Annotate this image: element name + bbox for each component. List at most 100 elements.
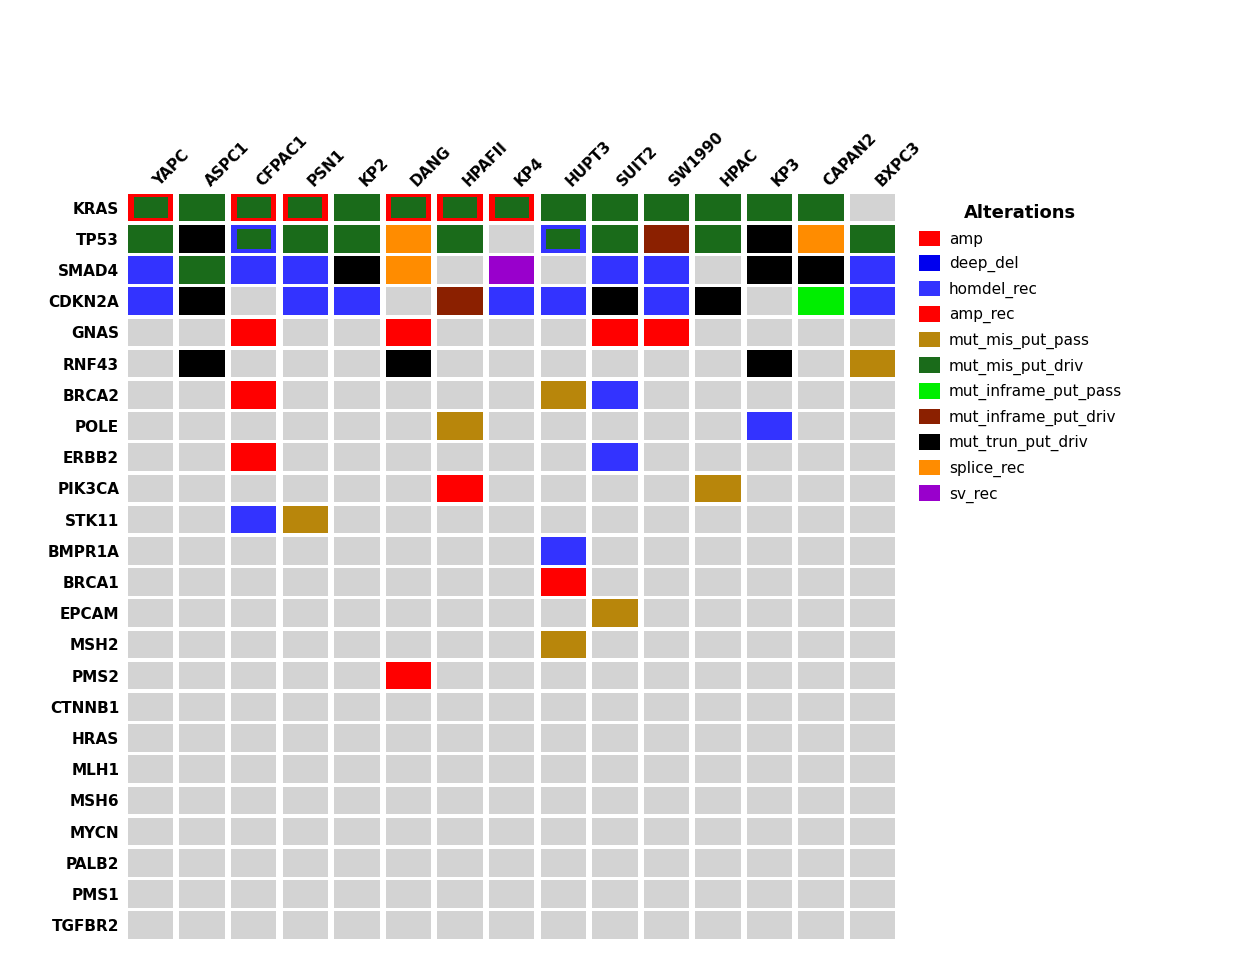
Bar [799,599,844,627]
Bar [489,287,534,315]
Bar [592,225,638,252]
Bar [282,349,328,377]
Bar [746,880,792,908]
Bar [134,198,167,218]
Bar [437,474,483,502]
Bar [540,506,587,534]
Bar [180,849,225,876]
Bar [437,412,483,440]
Bar [180,256,225,284]
Bar [386,319,432,347]
Bar [695,225,741,252]
Bar [386,225,432,252]
Bar [850,786,896,814]
Bar [799,444,844,471]
Bar [127,724,173,752]
Bar [334,319,379,347]
Bar [540,818,587,846]
Bar [127,256,173,284]
Bar [282,506,328,534]
Bar [231,506,277,534]
Bar [695,849,741,876]
Bar [644,225,689,252]
Bar [540,631,587,659]
Bar [386,349,432,377]
Bar [282,568,328,596]
Bar [180,444,225,471]
Bar [180,880,225,908]
Bar [695,631,741,659]
Bar [799,568,844,596]
Bar [127,287,173,315]
Bar [127,412,173,440]
Bar [282,287,328,315]
Bar [489,661,534,689]
Bar [540,444,587,471]
Bar [334,818,379,846]
Bar [386,911,432,939]
Bar [180,225,225,252]
Bar [282,381,328,409]
Bar [644,724,689,752]
Bar [334,474,379,502]
Bar [540,661,587,689]
Bar [695,319,741,347]
Bar [180,287,225,315]
Bar [489,786,534,814]
Bar [334,194,379,222]
Bar [489,225,534,252]
Bar [799,724,844,752]
Bar [540,568,587,596]
Bar [231,693,277,721]
Bar [282,256,328,284]
Bar [386,194,432,222]
Bar [746,506,792,534]
Bar [695,818,741,846]
Bar [592,911,638,939]
Bar [180,786,225,814]
Bar [850,911,896,939]
Bar [695,599,741,627]
Bar [437,287,483,315]
Bar [746,661,792,689]
Bar [334,287,379,315]
Bar [386,786,432,814]
Bar [746,412,792,440]
Bar [850,537,896,564]
Bar [282,849,328,876]
Bar [746,349,792,377]
Bar [540,194,587,222]
Bar [592,287,638,315]
Bar [334,693,379,721]
Bar [334,381,379,409]
Bar [437,880,483,908]
Bar [592,631,638,659]
Bar [180,756,225,783]
Bar [540,724,587,752]
Bar [282,756,328,783]
Bar [386,693,432,721]
Bar [334,287,379,315]
Bar [334,349,379,377]
Bar [850,849,896,876]
Bar [746,194,792,222]
Bar [282,444,328,471]
Bar [127,349,173,377]
Bar [437,756,483,783]
Bar [592,693,638,721]
Bar [127,661,173,689]
Bar [540,786,587,814]
Bar [850,349,896,377]
Bar [746,537,792,564]
Bar [231,568,277,596]
Bar [231,256,277,284]
Bar [282,225,328,252]
Bar [334,194,379,222]
Bar [850,568,896,596]
Bar [437,225,483,252]
Bar [334,880,379,908]
Bar [644,256,689,284]
Bar [282,724,328,752]
Bar [799,474,844,502]
Bar [437,911,483,939]
